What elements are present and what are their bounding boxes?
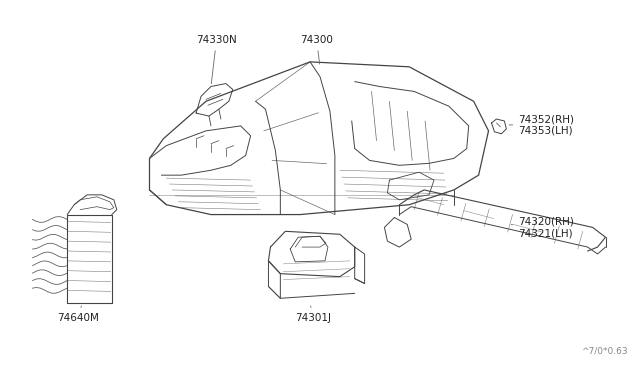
Text: 74320(RH)
74321(LH): 74320(RH) 74321(LH) <box>511 217 574 238</box>
Text: 74300: 74300 <box>300 35 333 64</box>
Text: ^7/0*0.63: ^7/0*0.63 <box>580 346 627 355</box>
Text: 74352(RH)
74353(LH): 74352(RH) 74353(LH) <box>509 114 574 136</box>
Text: 74301J: 74301J <box>295 306 332 323</box>
Text: 74640M: 74640M <box>58 306 99 323</box>
Text: 74330N: 74330N <box>196 35 237 84</box>
